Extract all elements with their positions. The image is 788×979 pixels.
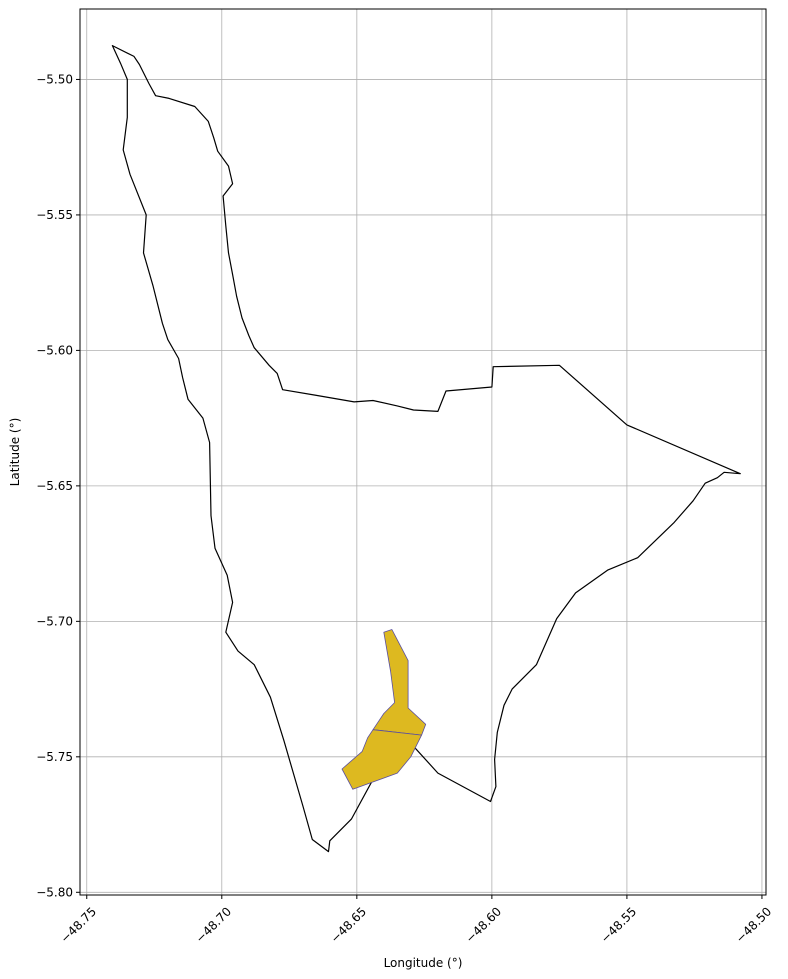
y-tick-label: −5.60 xyxy=(36,343,73,357)
x-tick-label: −48.50 xyxy=(733,904,774,945)
x-tick-label: −48.65 xyxy=(328,904,369,945)
x-tick-label: −48.70 xyxy=(193,904,234,945)
y-axis-label: Latitude (°) xyxy=(8,418,22,487)
municipality-boundary xyxy=(111,45,741,853)
x-tick-label: −48.60 xyxy=(463,904,504,945)
highlighted-area xyxy=(372,629,427,736)
y-tick-label: −5.70 xyxy=(36,614,73,628)
y-tick-label: −5.55 xyxy=(36,208,73,222)
map-shapes xyxy=(111,45,741,853)
x-tick-label: −48.75 xyxy=(58,904,99,945)
grid-lines xyxy=(80,9,766,895)
y-tick-label: −5.50 xyxy=(36,72,73,86)
y-tick-label: −5.80 xyxy=(36,885,73,899)
axis-ticks: −48.75 −48.70 −48.65 −48.60 −48.55 −48.50 −5.5… xyxy=(36,72,774,945)
plot-frame xyxy=(79,8,767,896)
y-tick-label: −5.65 xyxy=(36,479,73,493)
x-tick-label: −48.55 xyxy=(598,904,639,945)
highlighted-area xyxy=(341,729,422,790)
y-tick-label: −5.75 xyxy=(36,750,73,764)
x-axis-label: Longitude (°) xyxy=(384,956,463,970)
